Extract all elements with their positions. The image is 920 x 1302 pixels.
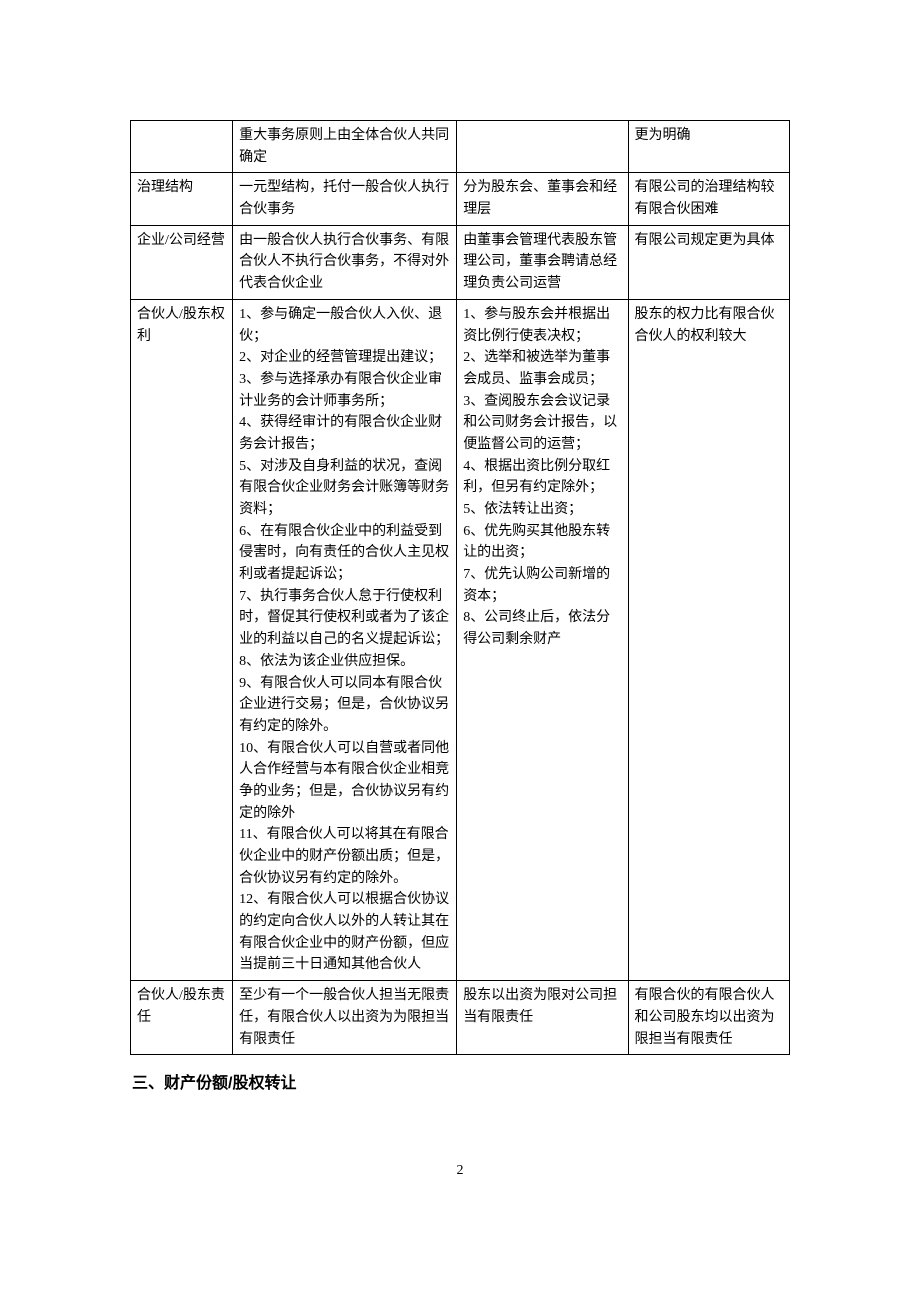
cell-category: [131, 121, 233, 173]
cell-compare: 有限合伙的有限合伙人和公司股东均以出资为限担当有限责任: [628, 981, 789, 1055]
table-row: 重大事务原则上由全体合伙人共同确定 更为明确: [131, 121, 790, 173]
cell-compare: 有限公司的治理结构较有限合伙困难: [628, 173, 789, 225]
table-row: 合伙人/股东责任 至少有一个一般合伙人担当无限责任，有限合伙人以出资为为限担当有…: [131, 981, 790, 1055]
cell-partnership: 重大事务原则上由全体合伙人共同确定: [233, 121, 457, 173]
table-body: 重大事务原则上由全体合伙人共同确定 更为明确 治理结构 一元型结构，托付一般合伙…: [131, 121, 790, 1055]
cell-company: 1、参与股东会并根据出资比例行使表决权； 2、选举和被选举为董事会成员、监事会成…: [457, 299, 628, 980]
cell-partnership: 至少有一个一般合伙人担当无限责任，有限合伙人以出资为为限担当有限责任: [233, 981, 457, 1055]
document-page: 重大事务原则上由全体合伙人共同确定 更为明确 治理结构 一元型结构，托付一般合伙…: [0, 0, 920, 1239]
table-row: 治理结构 一元型结构，托付一般合伙人执行合伙事务 分为股东会、董事会和经理层 有…: [131, 173, 790, 225]
cell-category: 合伙人/股东责任: [131, 981, 233, 1055]
comparison-table: 重大事务原则上由全体合伙人共同确定 更为明确 治理结构 一元型结构，托付一般合伙…: [130, 120, 790, 1055]
cell-partnership: 1、参与确定一般合伙人入伙、退伙； 2、对企业的经营管理提出建议； 3、参与选择…: [233, 299, 457, 980]
cell-compare: 更为明确: [628, 121, 789, 173]
page-number: 2: [130, 1163, 790, 1179]
cell-category: 企业/公司经营: [131, 225, 233, 299]
cell-category: 合伙人/股东权利: [131, 299, 233, 980]
cell-partnership: 由一般合伙人执行合伙事务、有限合伙人不执行合伙事务，不得对外代表合伙企业: [233, 225, 457, 299]
cell-compare: 有限公司规定更为具体: [628, 225, 789, 299]
cell-company: [457, 121, 628, 173]
table-row: 合伙人/股东权利 1、参与确定一般合伙人入伙、退伙； 2、对企业的经营管理提出建…: [131, 299, 790, 980]
cell-compare: 股东的权力比有限合伙合伙人的权利较大: [628, 299, 789, 980]
cell-company: 股东以出资为限对公司担当有限责任: [457, 981, 628, 1055]
cell-company: 由董事会管理代表股东管理公司，董事会聘请总经理负责公司运营: [457, 225, 628, 299]
cell-company: 分为股东会、董事会和经理层: [457, 173, 628, 225]
section-heading: 三、财产份额/股权转让: [132, 1069, 790, 1093]
cell-category: 治理结构: [131, 173, 233, 225]
table-row: 企业/公司经营 由一般合伙人执行合伙事务、有限合伙人不执行合伙事务，不得对外代表…: [131, 225, 790, 299]
cell-partnership: 一元型结构，托付一般合伙人执行合伙事务: [233, 173, 457, 225]
